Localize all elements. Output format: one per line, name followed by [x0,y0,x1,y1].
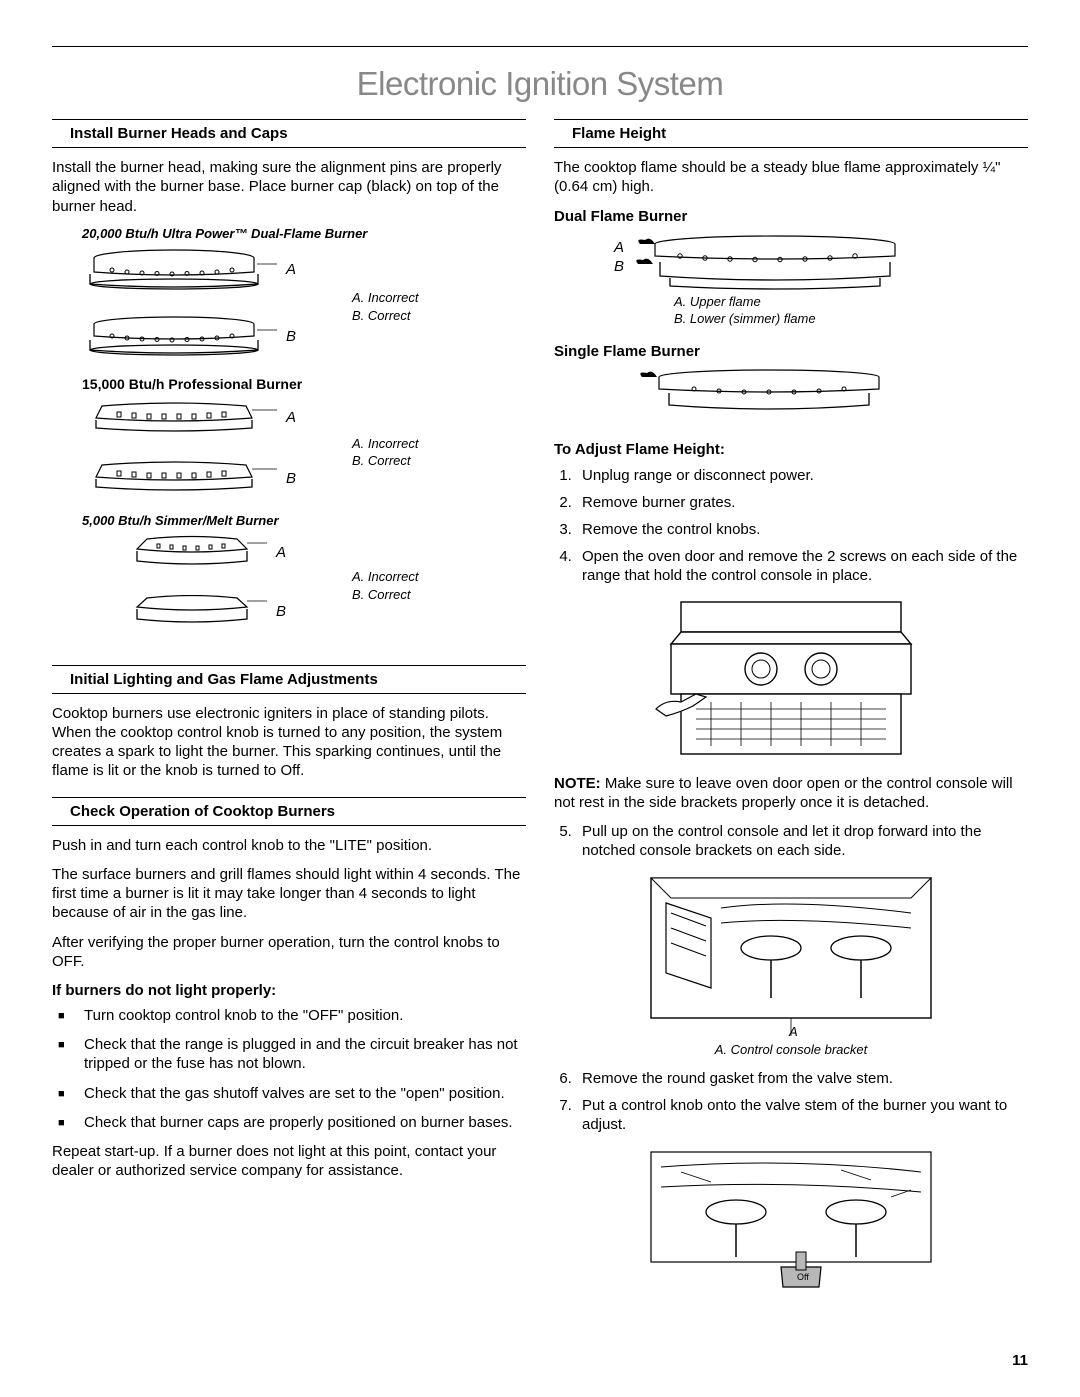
burner2-correct-row: B [82,461,526,497]
troubleshoot-list: Turn cooktop control knob to the "OFF" p… [52,1006,526,1132]
step-item: Unplug range or disconnect power. [576,466,1028,485]
troubleshoot-title: If burners do not light properly: [52,981,526,1000]
check-p3: After verifying the proper burner operat… [52,933,526,971]
check-p2: The surface burners and grill flames sho… [52,865,526,923]
burner2-a-label: A [286,408,296,427]
burner3-b-icon [122,595,272,629]
burner3-title: 5,000 Btu/h Simmer/Melt Burner [82,513,526,530]
single-burner-row [634,367,1028,422]
burner2-b-icon [82,461,282,497]
manual-page: Electronic Ignition System Install Burne… [0,0,1080,1397]
knob-off-label: Off [797,1272,809,1282]
burner2-b-label: B [286,469,296,488]
legend-a: A. Incorrect [352,290,526,307]
burner3-a-icon [122,535,272,569]
adjust-step-5: Pull up on the control console and let i… [554,822,1028,860]
two-column-layout: Install Burner Heads and Caps Install th… [52,119,1028,1302]
step-item: Remove the control knobs. [576,520,1028,539]
burner3-correct-row: B [122,595,526,629]
legend-a2: A. Incorrect [352,436,526,453]
note-text: NOTE: Make sure to leave oven door open … [554,774,1028,812]
flame-heading: Flame Height [554,119,1028,148]
console-diagram-icon [651,594,931,764]
adjust-steps-6-7: Remove the round gasket from the valve s… [554,1069,1028,1135]
valve-knob-icon: Off [641,1142,941,1292]
note-label: NOTE: [554,775,601,792]
dual-label-b: B [614,257,624,276]
dual-legend-a: A. Upper flame [674,294,1028,311]
burner1-a-icon [82,248,282,290]
dual-label-a: A [614,238,624,257]
fig2-label-a: A [788,1024,798,1038]
step-item: Open the oven door and remove the 2 scre… [576,547,1028,585]
troubleshoot-item: Turn cooktop control knob to the "OFF" p… [74,1006,526,1025]
dual-labels: A B [614,238,624,276]
burner1-correct-row: B [82,316,526,358]
single-flame-icon [634,367,894,417]
troubleshoot-item: Check that burner caps are properly posi… [74,1113,526,1132]
note-body: Make sure to leave oven door open or the… [554,775,1013,811]
check-heading: Check Operation of Cooktop Burners [52,797,526,826]
console-bracket-icon: A [641,868,941,1038]
burner3-a-label: A [276,543,286,562]
step-item: Remove burner grates. [576,493,1028,512]
left-column: Install Burner Heads and Caps Install th… [52,119,526,1302]
adjust-steps-1-4: Unplug range or disconnect power. Remove… [554,466,1028,586]
adjust-title: To Adjust Flame Height: [554,440,1028,459]
console-figure-2: A A. Control console bracket [554,868,1028,1059]
step-item: Pull up on the control console and let i… [576,822,1028,860]
legend-a3: A. Incorrect [352,569,526,586]
burner1-b-label: B [286,327,296,346]
install-heading: Install Burner Heads and Caps [52,119,526,148]
fig2-caption: A. Control console bracket [554,1042,1028,1059]
check-p1: Push in and turn each control knob to th… [52,836,526,855]
page-title: Electronic Ignition System [52,65,1028,103]
flame-text: The cooktop flame should be a steady blu… [554,158,1028,196]
burner1-incorrect-row: A [82,248,526,290]
install-text: Install the burner head, making sure the… [52,158,526,216]
burner2-title: 15,000 Btu/h Professional Burner [82,376,526,394]
top-rule [52,46,1028,47]
dual-flame-icon [630,232,910,292]
dual-title: Dual Flame Burner [554,207,1028,226]
burner2-incorrect-row: A [82,400,526,436]
burner3-b-label: B [276,602,286,621]
troubleshoot-item: Check that the range is plugged in and t… [74,1035,526,1073]
burner1-title: 20,000 Btu/h Ultra Power™ Dual-Flame Bur… [82,226,526,243]
burner1-b-icon [82,316,282,358]
console-figure-1 [554,594,1028,764]
step-item: Put a control knob onto the valve stem o… [576,1096,1028,1134]
page-number: 11 [1012,1352,1028,1369]
single-title: Single Flame Burner [554,342,1028,361]
burner2-a-icon [82,400,282,436]
step-item: Remove the round gasket from the valve s… [576,1069,1028,1088]
burner3-incorrect-row: A [122,535,526,569]
right-column: Flame Height The cooktop flame should be… [554,119,1028,1302]
burner1-a-label: A [286,260,296,279]
initial-heading: Initial Lighting and Gas Flame Adjustmen… [52,665,526,694]
dual-legend: A. Upper flame B. Lower (simmer) flame [674,294,1028,328]
troubleshoot-item: Check that the gas shutoff valves are se… [74,1084,526,1103]
dual-legend-b: B. Lower (simmer) flame [674,311,1028,328]
initial-text: Cooktop burners use electronic igniters … [52,704,526,781]
dual-burner-row: A B [614,232,1028,292]
repeat-text: Repeat start-up. If a burner does not li… [52,1142,526,1180]
console-figure-3: Off [554,1142,1028,1292]
